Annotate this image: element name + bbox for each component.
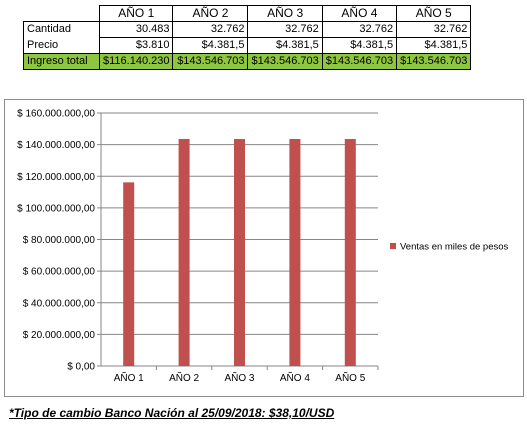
bar-chart: $ 0,00 $ 20.000.000,00 $ 40.000.000,00 $ 60… [17,109,509,385]
x-tick-label: AÑO 1 [114,371,144,384]
x-tick-label: AÑO 5 [335,371,365,384]
y-tick-label: $ 140.000.000,00 [17,140,95,151]
table-cell: $4.381,5 [247,37,323,54]
bar [178,139,190,366]
row-label: Ingreso total [23,53,100,70]
footnote: *Tipo de cambio Banco Nación al 25/09/20… [9,406,335,420]
table-row: Precio $3.810 $4.381,5 $4.381,5 $4.381,5… [23,37,472,54]
table-row: Cantidad 30.483 32.762 32.762 32.762 32.… [23,21,472,38]
bar [289,139,301,366]
y-tick-label: $ 100.000.000,00 [17,203,95,214]
table-cell: $116.140.230 [98,53,174,70]
table-header-cell: AÑO 3 [247,5,323,22]
table-cell: $143.546.703 [396,53,472,70]
legend-label: Ventas en miles de pesos [400,242,509,253]
table-header-cell: AÑO 2 [172,5,249,22]
table-cell: 32.762 [172,21,249,38]
table-cell: $143.546.703 [321,53,398,70]
table-header-cell: AÑO 4 [321,5,398,22]
y-tick-label: $ 120.000.000,00 [17,172,95,183]
row-label: Cantidad [23,21,100,38]
table-cell: 30.483 [98,21,174,38]
y-tick-label: $ 60.000.000,00 [23,267,96,278]
table-header-cell: AÑO 1 [98,5,174,22]
table-corner-cell [24,6,100,22]
x-tick-label: AÑO 3 [224,371,254,384]
table-cell: $3.810 [98,37,174,54]
sales-table: AÑO 1 AÑO 2 AÑO 3 AÑO 4 AÑO 5 Cantidad 3… [23,5,472,70]
chart-area: $ 0,00 $ 20.000.000,00 $ 40.000.000,00 $ 60… [4,99,524,397]
table-cell: $4.381,5 [396,37,472,54]
y-tick-label: $ 40.000.000,00 [23,298,96,309]
table-cell: $143.546.703 [172,53,249,70]
x-tick-label: AÑO 4 [280,371,310,384]
y-tick-label: $ 160.000.000,00 [17,109,95,120]
table-cell: 32.762 [247,21,323,38]
y-tick-label: $ 0,00 [67,362,95,373]
x-tick-label: AÑO 2 [169,371,199,384]
bar [123,182,135,366]
bar [344,139,356,366]
legend-swatch [390,243,396,249]
table-cell: 32.762 [321,21,398,38]
y-tick-label: $ 80.000.000,00 [23,235,96,246]
table-cell: $4.381,5 [172,37,249,54]
table-header-row: AÑO 1 AÑO 2 AÑO 3 AÑO 4 AÑO 5 [24,5,472,22]
table-cell: $143.546.703 [247,53,323,70]
table-header-cell: AÑO 5 [396,5,472,22]
table-cell: $4.381,5 [321,37,398,54]
y-tick-label: $ 20.000.000,00 [23,330,96,341]
table-total-row: Ingreso total $116.140.230 $143.546.703 … [23,53,472,70]
bar [234,139,245,366]
row-label: Precio [23,37,100,54]
table-cell: 32.762 [396,21,472,38]
